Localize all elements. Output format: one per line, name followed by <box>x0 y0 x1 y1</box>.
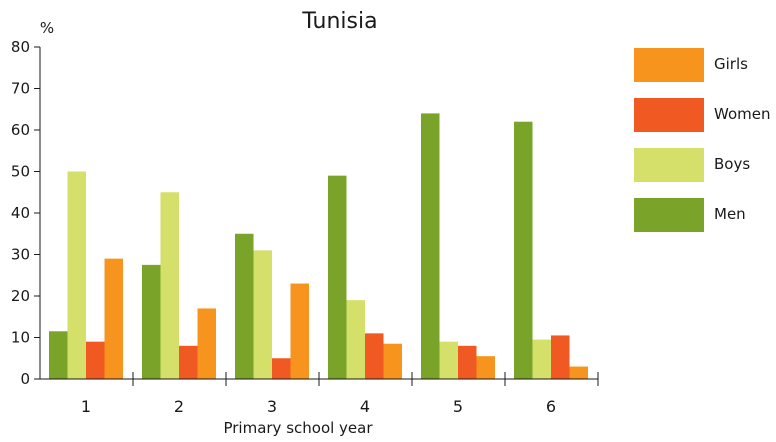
legend-item-women: Women <box>634 98 774 148</box>
legend-label-men: Men <box>714 205 746 223</box>
bars-group <box>49 113 588 380</box>
y-tick-label-50: 50 <box>11 163 30 181</box>
bar-boys-year-4 <box>346 300 365 379</box>
bar-women-year-5 <box>458 345 477 379</box>
y-tick-label-60: 60 <box>11 121 30 139</box>
bar-men-year-6 <box>514 121 533 379</box>
legend-item-men: Men <box>634 198 774 248</box>
legend-label-girls: Girls <box>714 55 748 73</box>
legend-label-boys: Boys <box>714 155 751 173</box>
y-axis-label: % <box>40 19 54 37</box>
legend-item-girls: Girls <box>634 48 774 98</box>
x-tick-label-2: 2 <box>174 397 184 416</box>
bar-boys-year-5 <box>439 341 458 379</box>
legend-swatch-boys <box>634 148 704 182</box>
legend-swatch-women <box>634 98 704 132</box>
legend: Girls Women Boys Men <box>634 48 774 248</box>
legend-item-boys: Boys <box>634 148 774 198</box>
x-tick-label-3: 3 <box>267 397 277 416</box>
bar-men-year-2 <box>142 264 161 380</box>
bar-girls-year-6 <box>569 366 588 379</box>
x-tick-label-5: 5 <box>453 397 463 416</box>
bar-girls-year-2 <box>197 308 216 379</box>
y-tick-label-80: 80 <box>11 38 30 56</box>
legend-swatch-men <box>634 198 704 232</box>
x-tick-label-6: 6 <box>546 397 556 416</box>
y-tick-label-20: 20 <box>11 287 30 305</box>
bar-men-year-1 <box>49 331 68 379</box>
bar-women-year-1 <box>86 341 105 379</box>
bar-girls-year-4 <box>383 343 402 379</box>
bar-women-year-2 <box>179 345 198 379</box>
bar-boys-year-1 <box>67 171 86 379</box>
bar-men-year-5 <box>421 113 440 380</box>
bar-girls-year-1 <box>104 258 123 379</box>
bar-boys-year-2 <box>160 192 179 379</box>
bar-boys-year-3 <box>253 250 272 379</box>
x-axis-label: Primary school year <box>223 419 373 437</box>
bar-girls-year-5 <box>476 356 495 379</box>
bar-women-year-3 <box>272 358 291 379</box>
bar-men-year-3 <box>235 233 254 379</box>
x-tick-label-4: 4 <box>360 397 370 416</box>
bar-women-year-6 <box>551 335 570 379</box>
y-tick-label-10: 10 <box>11 329 30 347</box>
y-tick-label-70: 70 <box>11 80 30 98</box>
axes-group: 0 10 20 30 40 50 60 70 80 1 2 3 4 5 6 <box>11 38 599 416</box>
y-tick-label-0: 0 <box>20 370 30 388</box>
bar-girls-year-3 <box>290 283 309 379</box>
bar-boys-year-6 <box>532 339 551 379</box>
bar-men-year-4 <box>328 175 347 379</box>
chart-title: Tunisia <box>301 9 377 34</box>
x-tick-label-1: 1 <box>81 397 91 416</box>
legend-label-women: Women <box>714 105 771 123</box>
bar-women-year-4 <box>365 333 384 379</box>
legend-swatch-girls <box>634 48 704 82</box>
y-tick-label-30: 30 <box>11 246 30 264</box>
y-tick-label-40: 40 <box>11 204 30 222</box>
